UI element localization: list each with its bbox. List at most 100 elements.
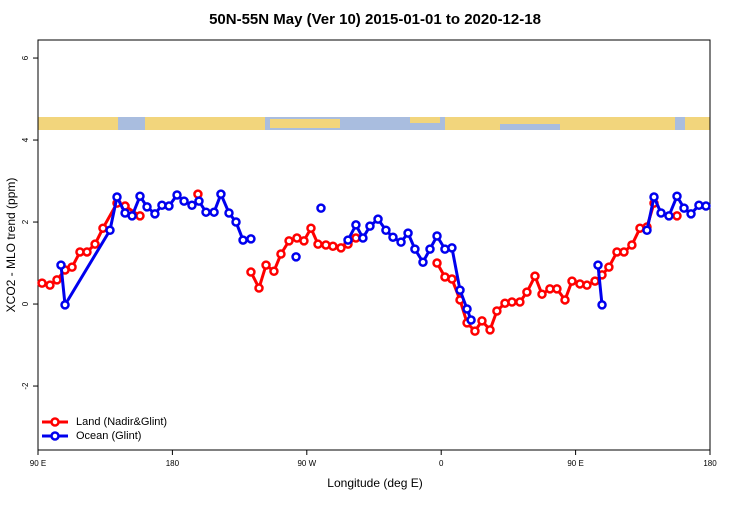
y-tick-label: 2 bbox=[21, 219, 30, 224]
data-point bbox=[649, 192, 659, 202]
x-tick-label: 90 E bbox=[567, 459, 583, 468]
series-line bbox=[59, 190, 707, 321]
data-point bbox=[150, 209, 160, 219]
data-point bbox=[328, 241, 338, 251]
data-point bbox=[462, 304, 472, 314]
data-point bbox=[45, 280, 55, 290]
data-point bbox=[306, 223, 316, 233]
data-point bbox=[56, 260, 66, 270]
data-point bbox=[701, 201, 711, 211]
x-tick-label: 90 W bbox=[297, 459, 316, 468]
data-point bbox=[425, 244, 435, 254]
data-point bbox=[172, 190, 182, 200]
data-point bbox=[522, 287, 532, 297]
data-point bbox=[269, 266, 279, 276]
x-axis-label: Longitude (deg E) bbox=[327, 476, 422, 490]
data-point bbox=[365, 221, 375, 231]
data-point bbox=[582, 280, 592, 290]
data-point bbox=[105, 225, 115, 235]
data-point bbox=[656, 208, 666, 218]
data-point bbox=[201, 207, 211, 217]
data-point bbox=[67, 262, 77, 272]
data-point bbox=[343, 235, 353, 245]
data-point bbox=[164, 201, 174, 211]
data-point bbox=[299, 236, 309, 246]
data-point bbox=[351, 220, 361, 230]
data-point bbox=[432, 258, 442, 268]
data-point bbox=[537, 289, 547, 299]
data-point bbox=[179, 196, 189, 206]
data-point bbox=[261, 260, 271, 270]
legend-label: Ocean (Glint) bbox=[76, 430, 141, 442]
data-point bbox=[627, 240, 637, 250]
data-point bbox=[284, 236, 294, 246]
data-point bbox=[52, 275, 62, 285]
x-tick-label: 90 E bbox=[30, 459, 46, 468]
data-point bbox=[672, 191, 682, 201]
data-point bbox=[194, 196, 204, 206]
y-tick-label: 4 bbox=[21, 137, 30, 142]
data-point bbox=[254, 283, 264, 293]
data-point bbox=[664, 211, 674, 221]
data-point bbox=[187, 200, 197, 210]
data-point bbox=[135, 191, 145, 201]
x-tick-label: 180 bbox=[703, 459, 717, 468]
data-point bbox=[224, 208, 234, 218]
legend-label: Land (Nadir&Glint) bbox=[76, 416, 167, 428]
data-point bbox=[447, 243, 457, 253]
data-point bbox=[604, 262, 614, 272]
data-point bbox=[209, 207, 219, 217]
data-point bbox=[291, 252, 301, 262]
legend-marker bbox=[50, 431, 60, 441]
data-point bbox=[231, 217, 241, 227]
data-point bbox=[507, 297, 517, 307]
data-point bbox=[515, 297, 525, 307]
data-point bbox=[336, 243, 346, 253]
data-point bbox=[37, 278, 47, 288]
data-point bbox=[590, 276, 600, 286]
data-point bbox=[82, 247, 92, 257]
data-point bbox=[492, 306, 502, 316]
data-point bbox=[90, 239, 100, 249]
data-point bbox=[246, 234, 256, 244]
legend-marker bbox=[50, 417, 60, 427]
data-point bbox=[642, 225, 652, 235]
data-point bbox=[597, 300, 607, 310]
data-point bbox=[485, 325, 495, 335]
data-point bbox=[60, 300, 70, 310]
y-tick-label: -2 bbox=[21, 382, 30, 390]
data-point bbox=[552, 284, 562, 294]
y-axis-label: XCO2 - MLO trend (ppm) bbox=[4, 178, 18, 313]
data-point bbox=[216, 189, 226, 199]
data-point bbox=[530, 271, 540, 281]
data-point bbox=[410, 244, 420, 254]
y-tick-label: 6 bbox=[21, 55, 30, 60]
data-point bbox=[403, 228, 413, 238]
data-point bbox=[246, 267, 256, 277]
data-point bbox=[593, 260, 603, 270]
data-point bbox=[470, 326, 480, 336]
data-point bbox=[127, 211, 137, 221]
data-point bbox=[418, 257, 428, 267]
data-point bbox=[112, 192, 122, 202]
data-point bbox=[466, 315, 476, 325]
data-point bbox=[373, 214, 383, 224]
map-strip bbox=[38, 117, 710, 130]
data-point bbox=[447, 274, 457, 284]
data-point bbox=[396, 237, 406, 247]
chart-title: 50N-55N May (Ver 10) 2015-01-01 to 2020-… bbox=[209, 11, 541, 28]
data-point bbox=[381, 225, 391, 235]
data-point bbox=[567, 276, 577, 286]
data-point bbox=[560, 295, 570, 305]
data-point bbox=[686, 209, 696, 219]
data-point bbox=[672, 211, 682, 221]
plot-frame bbox=[37, 39, 711, 451]
data-point bbox=[276, 249, 286, 259]
y-tick-label: 0 bbox=[21, 301, 30, 306]
data-point bbox=[388, 232, 398, 242]
data-point bbox=[135, 211, 145, 221]
data-point bbox=[455, 285, 465, 295]
x-tick-label: 180 bbox=[166, 459, 180, 468]
data-point bbox=[477, 316, 487, 326]
